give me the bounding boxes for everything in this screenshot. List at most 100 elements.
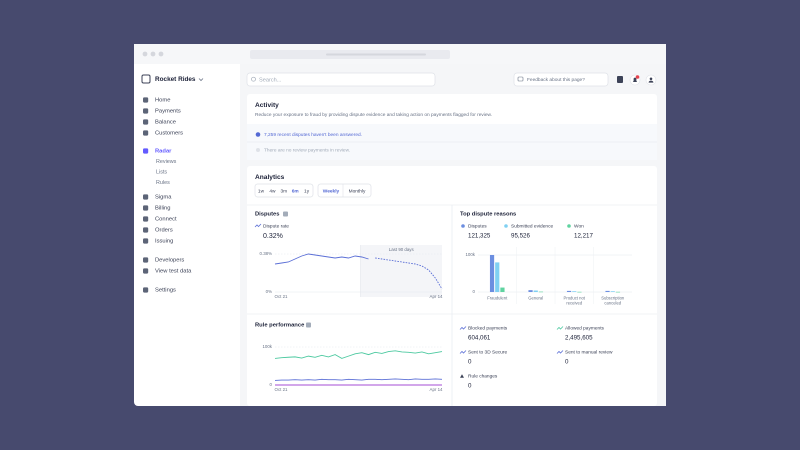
check-icon [256, 148, 260, 152]
activity-title: Activity [255, 102, 279, 109]
window-dot[interactable] [142, 51, 148, 57]
info-icon [283, 211, 288, 217]
y-tick-label: 0% [266, 289, 272, 294]
window-dot[interactable] [158, 51, 164, 57]
bar [577, 291, 582, 293]
y-tick-label: 0 [473, 289, 476, 294]
disputes-title: Disputes [255, 212, 279, 218]
info-icon [306, 322, 311, 328]
bar [495, 262, 500, 292]
nav-item[interactable]: Billing [155, 206, 170, 212]
x-tick-label: canceled [604, 301, 621, 306]
x-tick-label: Apr 14 [430, 387, 443, 392]
legend-swatch [504, 224, 508, 228]
account-name[interactable]: Rocket Rides [155, 76, 196, 83]
bar [605, 290, 610, 292]
feedback-button[interactable] [513, 72, 609, 87]
legend-value: 121,325 [468, 233, 491, 240]
metric-label: Sent to manual review [565, 349, 613, 355]
metric-icon [459, 350, 467, 354]
rules-title: Rule performance [255, 323, 305, 329]
nav-icon [143, 205, 149, 211]
notification-badge [635, 75, 640, 79]
nav-icon [143, 216, 149, 222]
nav-item[interactable]: Home [155, 98, 170, 104]
nav-item[interactable]: Balance [155, 120, 176, 126]
search-placeholder: Search... [259, 77, 282, 83]
metric-label: Allowed payments [565, 325, 605, 331]
bar [610, 291, 615, 292]
nav-icon [143, 268, 149, 274]
nav-item[interactable]: View test data [155, 269, 192, 275]
nav-item[interactable]: Orders [155, 228, 173, 234]
nav-item[interactable]: Sigma [155, 195, 172, 201]
legend-swatch [567, 224, 571, 228]
bar [528, 290, 533, 292]
series-line [274, 378, 443, 381]
range-option[interactable]: 1w [258, 188, 265, 194]
nav-icon [143, 97, 149, 103]
nav-icon [143, 257, 149, 263]
bar [533, 290, 538, 292]
range-option[interactable]: 1y [304, 188, 310, 194]
metric-value: 0.32% [263, 233, 283, 240]
nav-item[interactable]: Developers [155, 258, 184, 264]
x-tick-label: Product not [564, 296, 586, 301]
bar [566, 290, 572, 292]
nav-icon [143, 194, 149, 200]
y-tick-label: 100k [465, 252, 475, 257]
metric-value: 0 [468, 383, 472, 390]
metric-label: Rule changes [468, 373, 498, 379]
range-option[interactable]: 4w [269, 188, 276, 194]
legend-value: 95,526 [511, 233, 530, 240]
highlight-label: Last 90 days [389, 247, 415, 252]
nav-icon [143, 287, 149, 293]
metric-value: 2,495,605 [565, 335, 593, 342]
bar [615, 291, 621, 293]
dispute-alert[interactable]: 7,259 recent disputes haven't been answe… [264, 132, 362, 138]
window-dot[interactable] [150, 51, 156, 57]
interval-option[interactable]: Monthly [349, 188, 366, 194]
y-tick-label: 0 [270, 382, 273, 387]
nav-item[interactable]: Connect [155, 217, 177, 223]
nav-icon [143, 130, 149, 136]
y-tick-label: 100k [262, 344, 272, 349]
search-icon [251, 76, 256, 82]
range-option[interactable]: 6m [292, 188, 299, 194]
nav-icon [143, 227, 149, 233]
account-caret [198, 78, 204, 82]
bell-icon [632, 77, 638, 82]
feedback-icon [517, 76, 524, 82]
nav-icon [143, 108, 149, 114]
nav-item[interactable]: Lists [156, 169, 167, 175]
bar [572, 291, 577, 292]
legend-label: Submitted evidence [511, 223, 553, 229]
metric-icon [556, 326, 564, 330]
nav-item[interactable]: Reviews [156, 159, 177, 165]
x-tick-label: Subscription [601, 296, 625, 301]
metric-icon [254, 223, 262, 228]
range-option[interactable]: 3m [280, 188, 287, 194]
bar [500, 287, 505, 292]
docs-button[interactable] [617, 76, 623, 83]
nav-item[interactable]: Rules [156, 180, 170, 186]
interval-option[interactable]: Weekly [323, 188, 340, 194]
nav-item[interactable]: Radar [155, 149, 172, 155]
metric-label: Sent to 3D Secure [468, 349, 508, 355]
series-line [375, 257, 443, 290]
nav-item[interactable]: Settings [155, 288, 176, 294]
nav-icon [143, 119, 149, 125]
x-tick-label: Apr 14 [430, 294, 443, 299]
y-tick-label: 0.38% [260, 251, 273, 256]
nav-item[interactable]: Customers [155, 131, 183, 137]
nav-item[interactable]: Payments [155, 109, 181, 115]
nav-item[interactable]: Issuing [155, 239, 173, 245]
metric-icon [460, 374, 464, 378]
search-box[interactable] [246, 72, 436, 87]
profile-icon [649, 77, 653, 81]
nav-icon [143, 238, 149, 244]
legend-swatch [461, 224, 465, 228]
series-line [274, 350, 443, 359]
nav-icon [143, 148, 149, 154]
activity-description: Reduce your exposure to fraud by providi… [255, 112, 492, 118]
